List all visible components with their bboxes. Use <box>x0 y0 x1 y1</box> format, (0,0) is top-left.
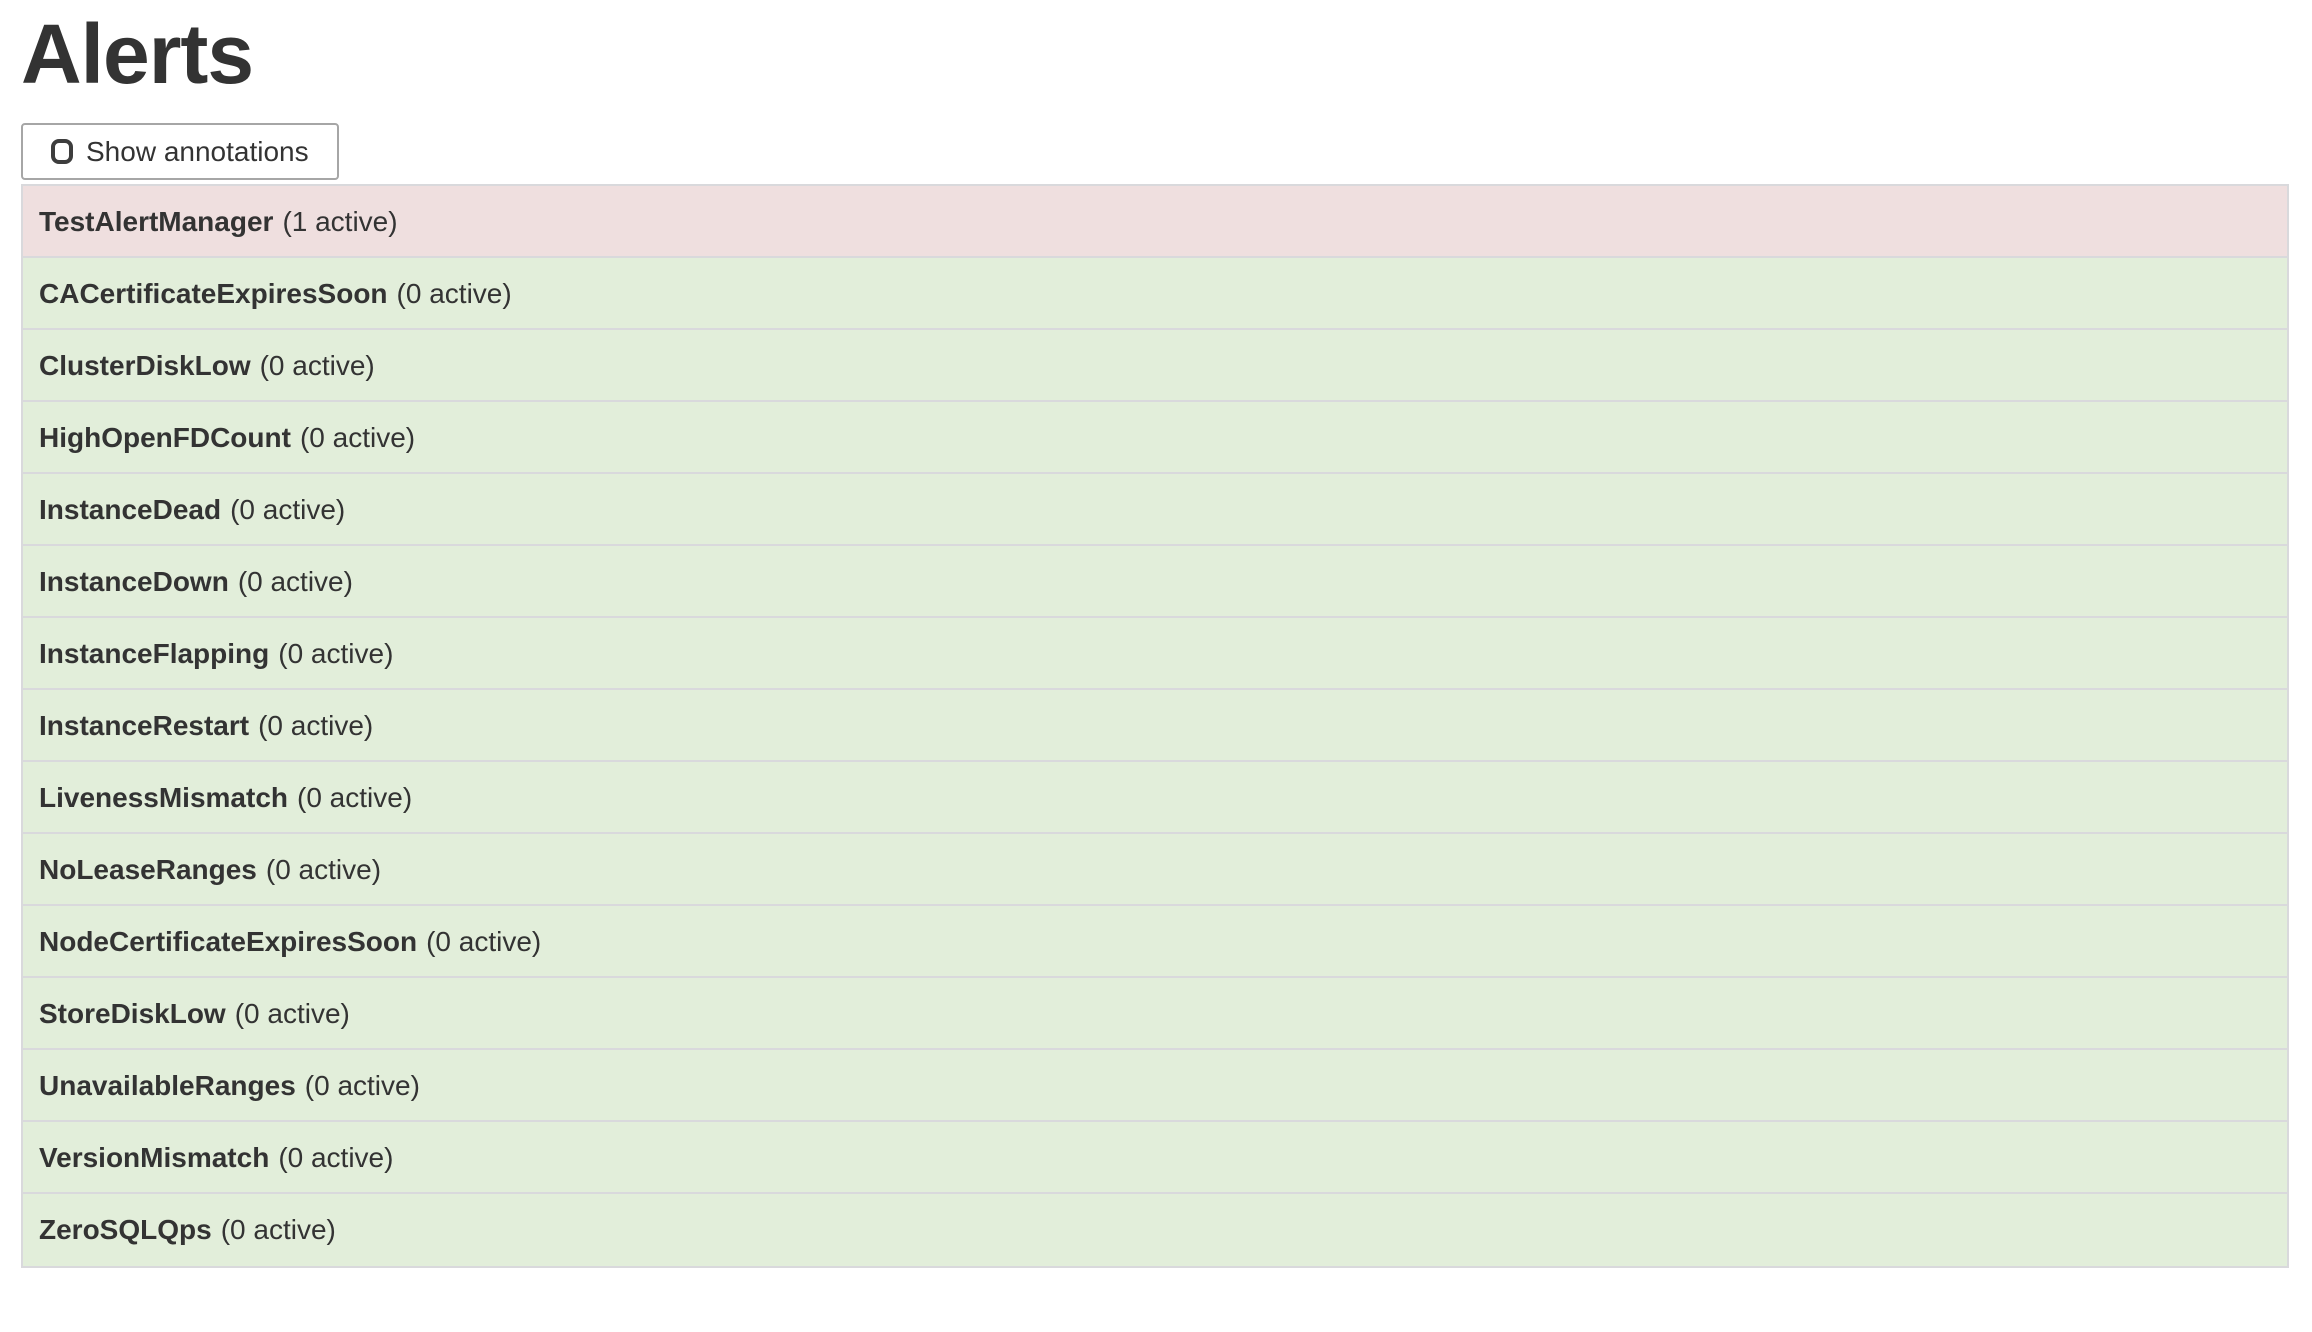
alert-row[interactable]: CACertificateExpiresSoon (0 active) <box>23 258 2287 331</box>
alert-active-count: (0 active) <box>278 638 394 670</box>
alert-name: TestAlertManager <box>39 206 274 238</box>
alert-active-count: (0 active) <box>220 1214 336 1246</box>
alert-active-count: (0 active) <box>396 278 512 310</box>
alert-row[interactable]: InstanceDead (0 active) <box>23 474 2287 547</box>
alert-active-count: (0 active) <box>299 422 416 454</box>
alert-row[interactable]: NodeCertificateExpiresSoon (0 active) <box>23 906 2287 979</box>
alert-row[interactable]: ClusterDiskLow (0 active) <box>23 330 2287 403</box>
show-annotations-button[interactable]: Show annotations <box>21 123 339 181</box>
alert-name: InstanceFlapping <box>39 638 270 670</box>
alert-active-count: (0 active) <box>234 998 350 1030</box>
alert-name: VersionMismatch <box>39 1142 270 1174</box>
alert-name: InstanceDead <box>39 494 222 526</box>
page-title: Alerts <box>21 7 254 101</box>
alert-row[interactable]: NoLeaseRanges (0 active) <box>23 834 2287 907</box>
alert-active-count: (0 active) <box>230 494 346 526</box>
alert-name: LivenessMismatch <box>39 782 288 814</box>
alert-active-count: (1 active) <box>282 206 398 238</box>
alert-active-count: (0 active) <box>258 710 374 742</box>
alert-name: InstanceRestart <box>39 710 250 742</box>
alert-active-count: (0 active) <box>304 1070 420 1102</box>
alert-row[interactable]: HighOpenFDCount (0 active) <box>23 402 2287 475</box>
alert-name: UnavailableRanges <box>39 1070 296 1102</box>
alert-row[interactable]: InstanceDown (0 active) <box>23 546 2287 619</box>
alert-name: NoLeaseRanges <box>39 854 257 886</box>
alert-row[interactable]: StoreDiskLow (0 active) <box>23 978 2287 1051</box>
alert-name: CACertificateExpiresSoon <box>39 278 388 310</box>
alert-row[interactable]: VersionMismatch (0 active) <box>23 1122 2287 1195</box>
alert-row[interactable]: UnavailableRanges (0 active) <box>23 1050 2287 1123</box>
alert-active-count: (0 active) <box>297 782 413 814</box>
alert-active-count: (0 active) <box>265 854 382 886</box>
alert-name: HighOpenFDCount <box>39 422 291 454</box>
alert-name: InstanceDown <box>39 566 229 598</box>
alert-row[interactable]: LivenessMismatch (0 active) <box>23 762 2287 835</box>
alert-row[interactable]: ZeroSQLQps (0 active) <box>23 1194 2287 1267</box>
alert-active-count: (0 active) <box>426 926 542 958</box>
show-annotations-label: Show annotations <box>86 136 309 168</box>
alert-row[interactable]: InstanceFlapping (0 active) <box>23 618 2287 691</box>
checkbox-unchecked-icon[interactable] <box>51 139 73 165</box>
alert-list: TestAlertManager (1 active) CACertificate… <box>21 184 2289 1269</box>
alert-row[interactable]: TestAlertManager (1 active) <box>23 186 2287 259</box>
alert-name: StoreDiskLow <box>39 998 226 1030</box>
alert-name: ClusterDiskLow <box>39 350 251 382</box>
alert-active-count: (0 active) <box>259 350 375 382</box>
alert-name: ZeroSQLQps <box>39 1214 212 1246</box>
alert-active-count: (0 active) <box>278 1142 394 1174</box>
alert-row[interactable]: InstanceRestart (0 active) <box>23 690 2287 763</box>
alert-name: NodeCertificateExpiresSoon <box>39 926 418 958</box>
alert-active-count: (0 active) <box>237 566 353 598</box>
